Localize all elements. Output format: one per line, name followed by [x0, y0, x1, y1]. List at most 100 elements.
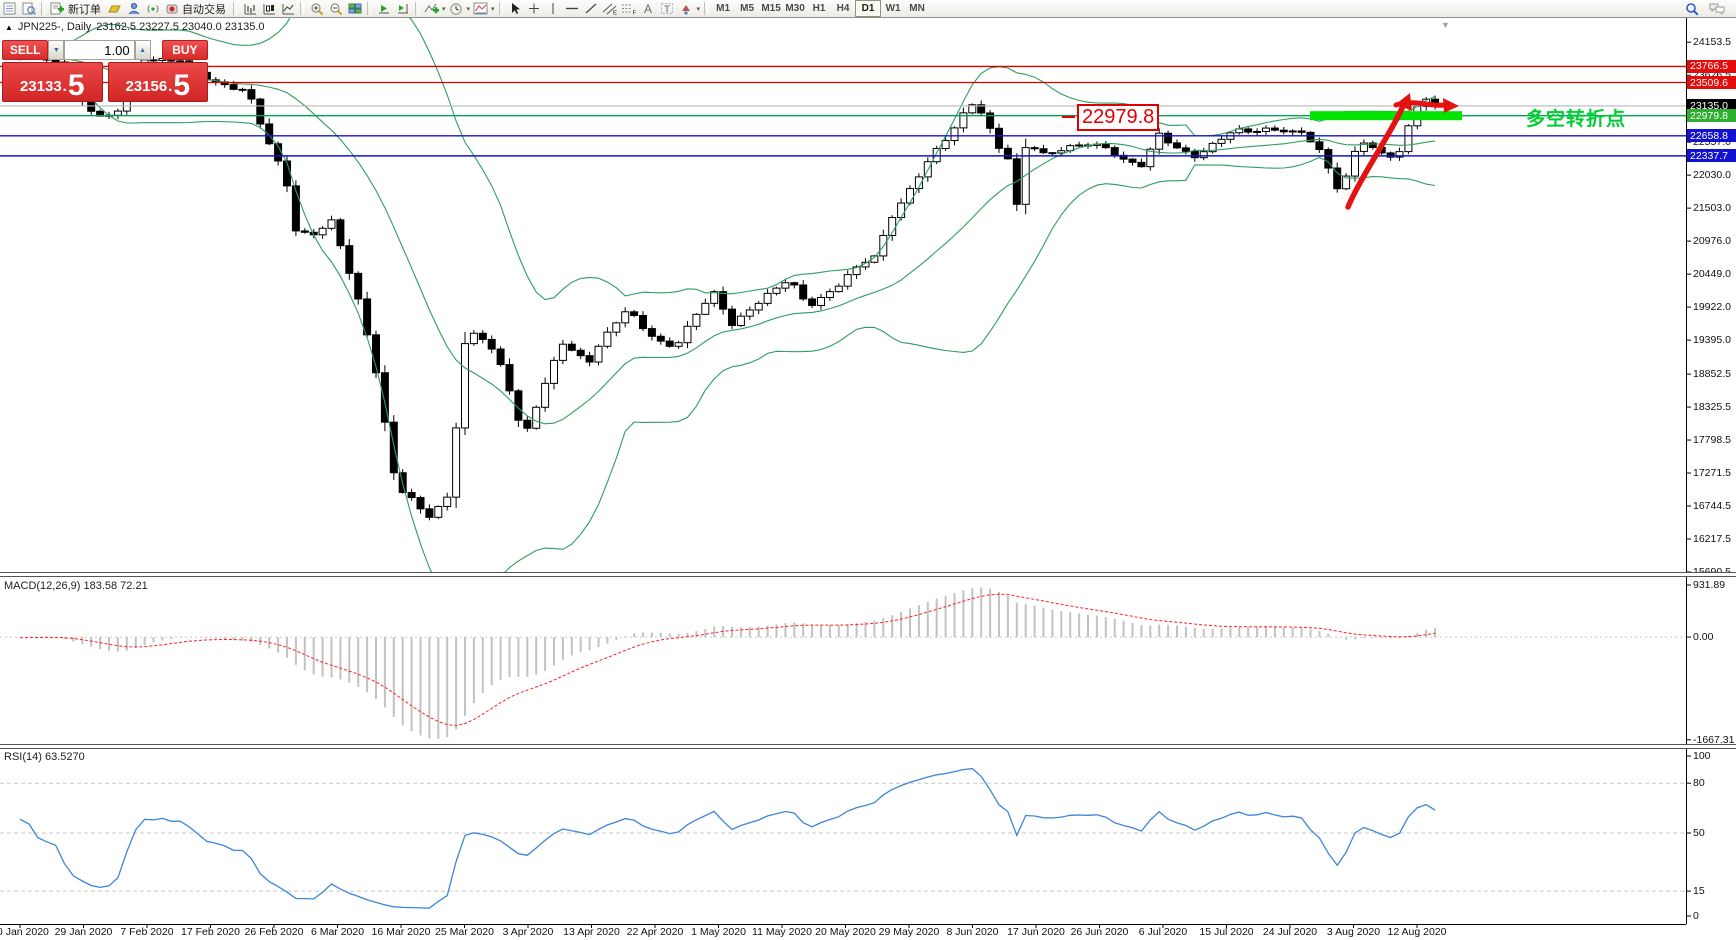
buy-price-tile[interactable]: 23156 . 5 [107, 62, 208, 102]
timeframe-h4[interactable]: H4 [836, 3, 850, 14]
timeframe-d1[interactable]: D1 [855, 0, 882, 17]
tile-windows-icon[interactable] [345, 1, 364, 17]
fibonacci-icon[interactable]: F [620, 1, 639, 17]
chat-icon[interactable] [1707, 1, 1726, 17]
charts-window-icon[interactable] [0, 1, 19, 17]
text-label-icon[interactable]: T [658, 1, 677, 17]
price-badge: 22337.7 [1687, 149, 1736, 163]
buy-price-fraction: 5 [173, 69, 191, 102]
macd-tick-label: -1667.31 [1693, 733, 1735, 746]
toolbar-separator [704, 2, 709, 15]
date-tick-label: 29 May 2020 [878, 926, 940, 938]
data-window-icon[interactable] [19, 1, 38, 17]
svg-text:E: E [613, 11, 617, 16]
trendline-icon[interactable] [582, 1, 601, 17]
equidistant-channel-icon[interactable]: E [601, 1, 620, 17]
autotrading-button[interactable]: 自动交易 [182, 3, 226, 16]
timeframe-m5[interactable]: M5 [740, 3, 755, 14]
sell-button[interactable]: SELL [2, 40, 49, 60]
chart-shift-icon[interactable] [393, 1, 412, 17]
date-tick-label: 3 Apr 2020 [502, 926, 554, 938]
chart-shift-marker-icon[interactable]: ▼ [1441, 20, 1450, 30]
bar-chart-icon[interactable] [240, 1, 259, 17]
rsi-panel-separator[interactable] [0, 744, 1736, 749]
price-tick-label: 16217.5 [1693, 533, 1731, 545]
volume-input[interactable]: 1.00 [64, 40, 135, 60]
sell-price-fraction: 5 [67, 69, 85, 102]
macd-panel-separator[interactable] [0, 572, 1736, 577]
date-tick-label: 3 Aug 2020 [1326, 926, 1381, 938]
svg-text:T: T [664, 5, 670, 16]
date-tick-label: 13 Apr 2020 [563, 926, 620, 938]
templates-icon[interactable] [471, 1, 490, 17]
volume-up-stepper[interactable]: ▲ [134, 40, 151, 60]
price-badge: 22979.8 [1687, 109, 1736, 123]
price-tick-label: 19922.0 [1693, 301, 1731, 314]
volume-down-stepper[interactable]: ▼ [48, 40, 65, 60]
price-tick-label: 19395.0 [1693, 334, 1731, 347]
price-tick-label: 18852.5 [1693, 368, 1731, 381]
buy-button[interactable]: BUY [161, 40, 209, 60]
horizontal-line-objects[interactable] [0, 65, 1686, 157]
new-order-icon[interactable] [48, 1, 67, 17]
timeframe-m1[interactable]: M1 [716, 3, 731, 14]
trade-price-row: 23133 . 5 23156 . 5 [2, 62, 208, 102]
price-tick-label: 17271.5 [1693, 467, 1731, 480]
search-icon[interactable] [1682, 1, 1701, 17]
trade-controls-row: SELL ▼ 1.00 ▲ BUY [2, 40, 209, 60]
sell-price-tile[interactable]: 23133 . 5 [2, 62, 103, 102]
text-icon[interactable]: A [639, 1, 658, 17]
bollinger-bands [19, 18, 1436, 572]
timeframe-h1[interactable]: H1 [812, 3, 826, 14]
timeframe-m30[interactable]: M30 [785, 3, 805, 14]
symbol-marker-icon: ▲ [5, 22, 13, 32]
autotrading-icon[interactable] [162, 1, 181, 17]
chart-title: JPN225-, Daily [17, 21, 92, 33]
templates-caret-icon[interactable]: ▾ [491, 5, 495, 13]
new-order-button[interactable]: 新订单 [68, 3, 101, 16]
signals-icon[interactable] [143, 1, 162, 17]
svg-text:A: A [644, 2, 652, 15]
arrow-objects-icon[interactable] [677, 1, 696, 17]
periods-icon[interactable] [447, 1, 466, 17]
date-tick-label: 17 Jun 2020 [1007, 926, 1065, 938]
periods-caret-icon[interactable]: ▾ [466, 5, 471, 13]
chart-ohlc-values: 23162.5 23227.5 23040.0 23135.0 [96, 21, 265, 33]
trend-arrows[interactable] [1345, 93, 1459, 210]
timeframe-w1[interactable]: W1 [885, 3, 901, 14]
vertical-line-icon[interactable] [544, 1, 563, 17]
deposit-icon[interactable] [105, 1, 124, 17]
horizontal-line-icon[interactable] [563, 1, 582, 17]
timeframe-mn[interactable]: MN [909, 3, 925, 14]
chart-title-bar: ▲ JPN225-, Daily 23162.5 23227.5 23040.0… [5, 21, 265, 33]
timeframe-m15[interactable]: M15 [761, 3, 781, 14]
macd-tick-label: 931.89 [1693, 579, 1726, 591]
arrow-objects-caret-icon[interactable]: ▾ [696, 5, 701, 13]
indicators-icon[interactable] [422, 1, 441, 17]
toolbar-separator [233, 2, 237, 15]
price-callout-label[interactable]: 22979.8 [1077, 104, 1160, 131]
community-icon[interactable] [124, 1, 143, 17]
line-chart-icon[interactable] [278, 1, 297, 17]
indicators-caret-icon[interactable]: ▾ [442, 5, 446, 13]
crosshair-icon[interactable] [525, 1, 544, 17]
price-tick-label: 21503.0 [1693, 202, 1731, 215]
turning-point-text[interactable]: 多空转折点 [1526, 109, 1627, 130]
rsi-tick-label: 50 [1693, 827, 1705, 839]
price-badge: 23509.6 [1687, 76, 1736, 89]
zoom-in-icon[interactable] [307, 1, 326, 17]
auto-scroll-icon[interactable] [374, 1, 393, 17]
price-callout-dash [1062, 116, 1075, 118]
candlestick-chart-icon[interactable] [259, 1, 278, 17]
sell-price: 23133 [19, 78, 62, 95]
toolbar-right-group [1682, 1, 1726, 17]
price-badge: 22658.8 [1687, 129, 1736, 143]
cursor-icon[interactable] [506, 1, 525, 17]
date-tick-label: 26 Jun 2020 [1070, 926, 1129, 938]
date-tick-label: 25 Mar 2020 [435, 926, 494, 938]
price-tick-label: 17798.5 [1693, 434, 1731, 447]
date-tick-label: 20 Jan 2020 [0, 926, 49, 938]
zoom-out-icon[interactable] [326, 1, 345, 17]
pivot-highlight-band[interactable] [1310, 111, 1462, 121]
toolbar-separator [41, 2, 45, 15]
